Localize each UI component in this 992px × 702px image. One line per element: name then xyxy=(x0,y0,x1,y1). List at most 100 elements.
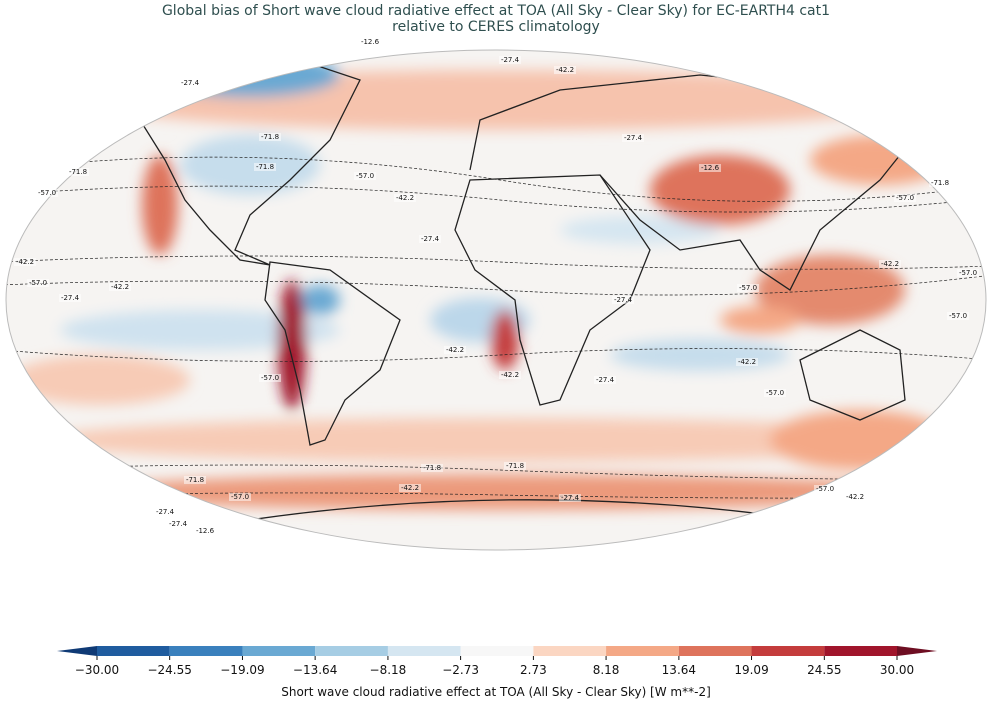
contour-label: -71.8 xyxy=(931,179,949,187)
colorbar-tick-label: 24.55 xyxy=(807,663,841,677)
contour-label: -57.0 xyxy=(356,172,374,180)
colorbar-tick-label: −8.18 xyxy=(370,663,407,677)
colorbar-tick-label: −2.73 xyxy=(442,663,479,677)
map xyxy=(6,50,986,550)
contour-label-bg xyxy=(929,179,951,187)
contour-label-bg xyxy=(59,294,81,302)
contour-label: -27.4 xyxy=(624,134,643,142)
contour-label-bg xyxy=(167,520,189,528)
contour-label: -42.2 xyxy=(738,358,756,366)
colorbar-segment xyxy=(97,646,170,656)
contour-label: -27.4 xyxy=(61,294,80,302)
contour-label: -57.0 xyxy=(896,194,914,202)
contour-label-bg xyxy=(14,258,36,266)
contour-label: -12.6 xyxy=(701,164,720,172)
colorbar-tick-label: 13.64 xyxy=(662,663,696,677)
contour-label-bg xyxy=(27,279,49,287)
contour-label-bg xyxy=(184,476,206,484)
colorbar-tick-label: −19.09 xyxy=(220,663,264,677)
contour-label: -71.8 xyxy=(186,476,204,484)
map-border xyxy=(5,49,987,551)
colorbar-tick-label: 30.00 xyxy=(880,663,914,677)
colorbar-segment xyxy=(315,646,388,656)
contour-label: -57.0 xyxy=(261,374,279,382)
colorbar-tick-label: 8.18 xyxy=(593,663,620,677)
contour-label: -57.0 xyxy=(816,485,834,493)
contour-label-bg xyxy=(499,56,521,64)
contour-label: -57.0 xyxy=(959,269,977,277)
contour-label: -42.2 xyxy=(396,194,414,202)
contour-label: -57.0 xyxy=(231,493,249,501)
colorbar-tick-label: −24.55 xyxy=(147,663,191,677)
contour-label-bg xyxy=(259,374,281,382)
colorbar-segment xyxy=(606,646,679,656)
colorbar-segment xyxy=(824,646,897,656)
contour-label-bg xyxy=(764,389,786,397)
contour-label: -12.6 xyxy=(361,38,380,46)
contour-label-bg xyxy=(399,484,421,492)
colorbar-segment xyxy=(751,646,825,656)
contour-label-bg xyxy=(699,164,721,172)
colorbar-tick-label: −13.64 xyxy=(293,663,337,677)
contour-label-bg xyxy=(154,508,176,516)
colorbar-extend-over xyxy=(897,646,937,656)
contour-label-bg xyxy=(594,376,616,384)
colorbar-segment xyxy=(169,646,243,656)
contour-label: -27.4 xyxy=(614,296,633,304)
contour-label: -27.4 xyxy=(501,56,520,64)
contour-label: -71.8 xyxy=(423,464,441,472)
contour-label: -27.4 xyxy=(596,376,615,384)
contour-label: -42.2 xyxy=(556,66,574,74)
contour-label: -27.4 xyxy=(169,520,188,528)
contour-label: -27.4 xyxy=(181,79,200,87)
contour-label-bg xyxy=(894,194,916,202)
colorbar-label: Short wave cloud radiative effect at TOA… xyxy=(281,685,711,699)
title-line: relative to CERES climatology xyxy=(392,19,600,35)
contour-label: -42.2 xyxy=(111,283,129,291)
contour-label-bg xyxy=(559,494,581,502)
contour-label-bg xyxy=(504,462,526,470)
contour-label: -71.8 xyxy=(506,462,524,470)
contour-label: -27.4 xyxy=(561,494,580,502)
contour-label: -42.2 xyxy=(846,493,864,501)
contour-label: -57.0 xyxy=(38,189,56,197)
colorbar-segment xyxy=(460,646,534,656)
contour-label-bg xyxy=(36,189,58,197)
contour-label-bg xyxy=(354,172,376,180)
contour-label: -42.2 xyxy=(501,371,519,379)
contour-label: -42.2 xyxy=(446,346,464,354)
contour-label-bg xyxy=(229,493,251,501)
contour-label: -57.0 xyxy=(766,389,784,397)
contour-label: -42.2 xyxy=(16,258,34,266)
colorbar-tick-label: 19.09 xyxy=(734,663,768,677)
contour-label-bg xyxy=(421,464,443,472)
contour-label: -71.8 xyxy=(69,168,87,176)
contour-label: -57.0 xyxy=(949,312,967,320)
contour-label: -12.6 xyxy=(196,527,215,535)
contour-label-bg xyxy=(109,283,131,291)
contour-label: -71.8 xyxy=(261,133,279,141)
colorbar-extend-under xyxy=(57,646,97,656)
contour-label-bg xyxy=(259,133,281,141)
contour-label: -42.2 xyxy=(401,484,419,492)
contour-label: -27.4 xyxy=(156,508,175,516)
contour-label-bg xyxy=(444,346,466,354)
contour-label: -42.2 xyxy=(881,260,899,268)
contour-label: -71.8 xyxy=(256,163,274,171)
contour-label-bg xyxy=(736,358,758,366)
contour-label-bg xyxy=(499,371,521,379)
contour-label-bg xyxy=(737,284,759,292)
contour-label-bg xyxy=(844,493,866,501)
contour-label-bg xyxy=(554,66,576,74)
contour-label-bg xyxy=(179,79,201,87)
contour-label-bg xyxy=(67,168,89,176)
contour-label: -57.0 xyxy=(29,279,47,287)
contour-label: -27.4 xyxy=(421,235,440,243)
contour-label-bg xyxy=(957,269,979,277)
contour-label-bg xyxy=(419,235,441,243)
contour-label-bg xyxy=(879,260,901,268)
contour-label-bg xyxy=(394,194,416,202)
contour-label-bg xyxy=(612,296,634,304)
colorbar-segment xyxy=(387,646,461,656)
